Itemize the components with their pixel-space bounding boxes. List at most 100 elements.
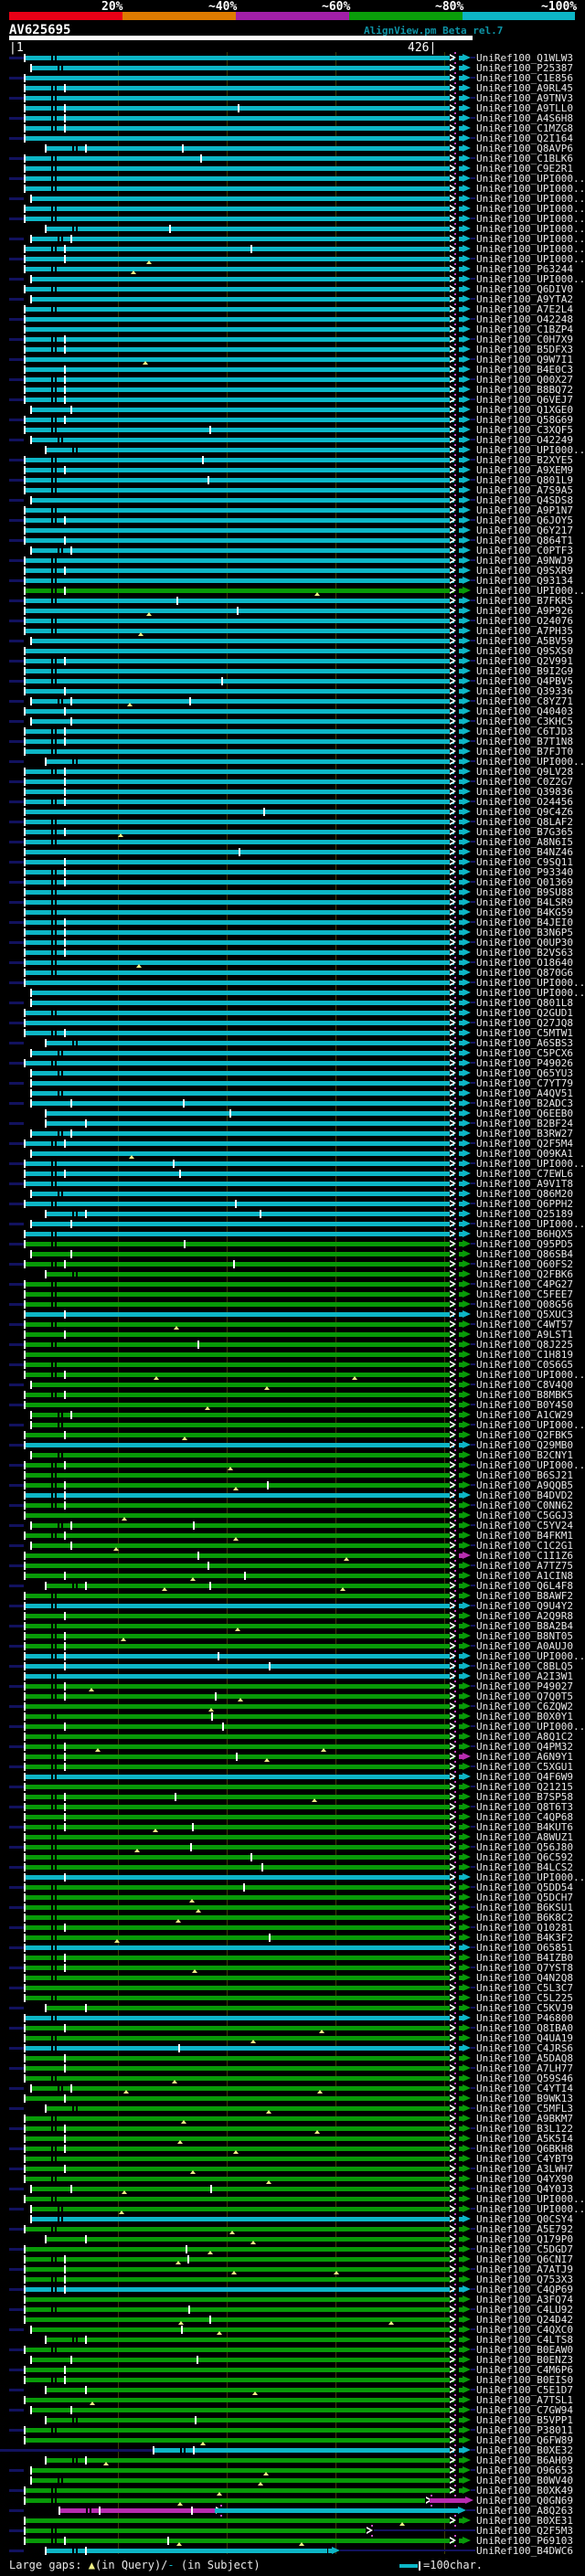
hsp-bar[interactable] <box>25 135 454 141</box>
hit-label[interactable]: UniRef100_C7EWL6 <box>476 1167 573 1180</box>
hit-label[interactable]: UniRef100_UPI000.. <box>476 1720 585 1733</box>
hsp-bar[interactable] <box>25 2015 454 2020</box>
hsp-bar[interactable] <box>31 547 454 553</box>
hsp-bar[interactable] <box>25 1352 454 1357</box>
hsp-bar[interactable] <box>31 1090 454 1096</box>
hsp-bar[interactable] <box>25 1432 454 1437</box>
hsp-bar[interactable] <box>25 799 454 804</box>
hsp-bar[interactable] <box>25 1723 454 1729</box>
hsp-bar[interactable] <box>25 1854 454 1860</box>
hsp-bar[interactable] <box>25 2316 454 2322</box>
hit-label[interactable]: UniRef100_C5YV24 <box>476 1519 573 1532</box>
hsp-bar[interactable] <box>25 869 454 875</box>
hit-label[interactable]: UniRef100_P93340 <box>476 865 573 878</box>
hit-label[interactable]: UniRef100_UPI000.. <box>476 1649 585 1662</box>
hit-label[interactable]: UniRef100_A9LST1 <box>476 1328 573 1341</box>
hsp-bar[interactable] <box>25 125 454 131</box>
hsp-bar[interactable] <box>25 1502 454 1508</box>
hsp-bar[interactable] <box>25 2296 454 2302</box>
hsp-bar[interactable] <box>25 769 454 774</box>
hsp-bar[interactable] <box>25 1311 454 1317</box>
hit-label[interactable]: UniRef100_A5E792 <box>476 2222 573 2235</box>
hsp-bar[interactable] <box>25 2518 454 2523</box>
hit-label[interactable]: UniRef100_A7TSL1 <box>476 2393 573 2406</box>
hsp-bar[interactable] <box>25 266 454 271</box>
hit-label[interactable]: UniRef100_Q4UA19 <box>476 2031 573 2044</box>
hsp-bar[interactable] <box>25 1985 454 1990</box>
hsp-bar[interactable] <box>31 718 454 724</box>
hsp-bar[interactable] <box>46 2105 454 2111</box>
hsp-bar[interactable] <box>25 598 454 603</box>
hit-label[interactable]: UniRef100_A3FQ74 <box>476 2293 573 2306</box>
hsp-bar[interactable] <box>31 638 454 643</box>
hsp-bar[interactable] <box>46 1120 454 1126</box>
hit-label[interactable]: UniRef100_A8N6I5 <box>476 835 573 848</box>
hsp-bar[interactable] <box>25 1241 454 1246</box>
hsp-bar[interactable] <box>25 1593 454 1598</box>
hit-label[interactable]: UniRef100_C4QXC0 <box>476 2323 573 2336</box>
hit-label[interactable]: UniRef100_C7YT79 <box>476 1076 573 1089</box>
hit-label[interactable]: UniRef100_A5K5I4 <box>476 2132 573 2145</box>
hsp-bar[interactable] <box>25 949 454 955</box>
hsp-bar[interactable] <box>25 1673 454 1679</box>
hsp-bar[interactable] <box>25 1965 454 1970</box>
hsp-bar[interactable] <box>25 1693 454 1699</box>
hit-label[interactable]: UniRef100_A9TNV3 <box>476 91 573 104</box>
hit-label[interactable]: UniRef100_A7ATJ9 <box>476 2263 573 2275</box>
hsp-bar[interactable] <box>25 85 454 90</box>
hit-label[interactable]: UniRef100_Q6CNI7 <box>476 2253 573 2265</box>
hit-label[interactable]: UniRef100_C9E2R1 <box>476 162 573 175</box>
hsp-bar[interactable] <box>25 1060 454 1065</box>
hit-label[interactable]: UniRef100_C5XGU1 <box>476 1760 573 1773</box>
hit-label[interactable]: UniRef100_B7T1N8 <box>476 735 573 747</box>
hsp-bar[interactable] <box>25 819 454 824</box>
hsp-bar[interactable] <box>25 1482 454 1488</box>
hit-label[interactable]: UniRef100_Q40403 <box>476 705 573 717</box>
hit-label[interactable]: UniRef100_Q39336 <box>476 684 573 697</box>
hsp-bar[interactable] <box>25 2286 454 2292</box>
hit-label[interactable]: UniRef100_C4QP69 <box>476 2283 573 2295</box>
hsp-bar[interactable] <box>25 2276 454 2282</box>
hit-label[interactable]: UniRef100_B2CNY1 <box>476 1448 573 1461</box>
hit-label[interactable]: UniRef100_Q9W7I1 <box>476 353 573 366</box>
hit-label[interactable]: UniRef100_B0EIS0 <box>476 2373 573 2386</box>
hsp-bar[interactable] <box>25 618 454 623</box>
hit-label[interactable]: UniRef100_B6AH09 <box>476 2454 573 2466</box>
hsp-bar[interactable] <box>25 1402 454 1407</box>
hit-label[interactable]: UniRef100_C1BZP4 <box>476 323 573 335</box>
hsp-bar[interactable] <box>25 1683 454 1689</box>
hit-label[interactable]: UniRef100_Q7YST8 <box>476 1961 573 1974</box>
hsp-bar[interactable] <box>25 2246 454 2252</box>
hsp-bar[interactable] <box>25 728 454 734</box>
hsp-bar[interactable] <box>25 356 454 362</box>
hsp-bar[interactable] <box>46 758 454 764</box>
hit-label[interactable]: UniRef100_Q2F5M4 <box>476 1137 573 1150</box>
hsp-bar[interactable] <box>25 2075 454 2081</box>
hsp-bar[interactable] <box>25 1472 454 1478</box>
hsp-bar[interactable] <box>25 477 454 482</box>
hsp-bar[interactable] <box>31 2216 454 2221</box>
hsp-bar[interactable] <box>25 1744 454 1749</box>
hit-label[interactable]: UniRef100_C1H819 <box>476 1348 573 1361</box>
hsp-bar[interactable] <box>31 1000 454 1005</box>
hsp-bar[interactable] <box>31 1251 454 1256</box>
hsp-bar[interactable] <box>25 939 454 945</box>
hsp-bar[interactable] <box>25 457 454 462</box>
hit-label[interactable]: UniRef100_A7LH77 <box>476 2062 573 2074</box>
hsp-bar[interactable] <box>25 417 454 422</box>
hsp-bar[interactable] <box>46 1271 454 1277</box>
hsp-bar[interactable] <box>25 829 454 834</box>
hit-label[interactable]: UniRef100_UPI000.. <box>476 242 585 255</box>
hit-label[interactable]: UniRef100_Q60FS2 <box>476 1257 573 1270</box>
hit-label[interactable]: UniRef100_B2BF24 <box>476 1117 573 1129</box>
hsp-bar[interactable] <box>31 2186 454 2191</box>
hsp-bar[interactable] <box>25 2146 454 2151</box>
hit-label[interactable]: UniRef100_Q08G56 <box>476 1298 573 1310</box>
hit-label[interactable]: UniRef100_Q6C592 <box>476 1850 573 1863</box>
hit-label[interactable]: UniRef100_Q8LAF2 <box>476 815 573 828</box>
hsp-bar[interactable] <box>25 2497 425 2503</box>
hit-label[interactable]: UniRef100_O42249 <box>476 433 573 446</box>
hsp-bar[interactable] <box>46 2417 454 2422</box>
hsp-bar[interactable] <box>25 1573 454 1578</box>
hsp-bar[interactable] <box>25 708 454 714</box>
